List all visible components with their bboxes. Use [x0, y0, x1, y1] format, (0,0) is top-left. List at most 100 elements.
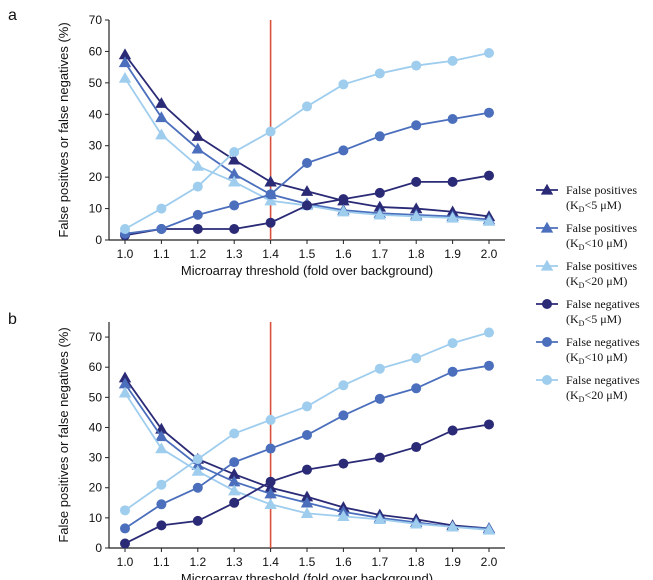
data-point-circle	[374, 131, 385, 142]
panel-label: a	[8, 7, 17, 24]
data-point-circle	[156, 520, 167, 531]
data-point-circle	[192, 181, 203, 192]
legend-item: False positives(KD<20 μM)	[536, 259, 637, 290]
x-tick-label: 1.2	[189, 247, 206, 261]
legend-sublabel-subscript: D	[579, 395, 585, 404]
series-line	[124, 61, 490, 221]
data-point-circle	[120, 538, 130, 549]
data-point-circle	[484, 107, 494, 118]
data-point-circle	[156, 499, 167, 510]
data-point-circle	[120, 505, 130, 516]
series-false-positives-mid	[118, 56, 496, 225]
data-point-triangle	[264, 175, 277, 187]
x-axis-label: Microarray threshold (fold over backgrou…	[181, 571, 433, 580]
data-point-circle	[229, 147, 240, 157]
legend-label: False negatives	[566, 373, 640, 387]
data-point-triangle	[264, 481, 277, 493]
x-tick-label: 1.3	[226, 555, 243, 569]
y-tick-label: 70	[89, 13, 103, 27]
legend-sublabel-subscript: D	[579, 357, 585, 366]
legend-item: False negatives(KD<20 μM)	[536, 373, 640, 404]
x-tick-label: 1.1	[153, 555, 170, 569]
data-point-circle	[338, 145, 349, 156]
data-point-circle	[229, 428, 240, 439]
data-point-circle	[156, 224, 167, 234]
data-point-circle	[192, 209, 203, 220]
x-tick-label: 1.6	[335, 555, 352, 569]
x-tick-label: 1.4	[262, 555, 279, 569]
series-false-negatives-dark	[120, 419, 494, 549]
legend-sublabel: (KD<10 μM)	[566, 236, 627, 252]
data-point-circle	[192, 515, 203, 526]
data-point-circle	[156, 479, 167, 490]
x-tick-label: 1.0	[117, 555, 134, 569]
data-point-circle	[411, 442, 422, 453]
legend-sublabel-suffix: <10 μM)	[584, 236, 627, 250]
data-point-circle	[484, 48, 494, 58]
legend-item: False negatives(KD<10 μM)	[536, 335, 640, 366]
legend-sublabel-suffix: <5 μM)	[584, 198, 621, 212]
x-tick-label: 1.1	[153, 247, 170, 261]
series-false-negatives-light	[120, 327, 494, 516]
data-point-circle	[374, 452, 385, 463]
panel-label: b	[8, 311, 17, 328]
data-point-circle	[484, 360, 494, 371]
y-tick-label: 30	[89, 451, 103, 465]
data-point-triangle	[300, 185, 314, 196]
data-point-triangle	[264, 194, 277, 206]
x-tick-label: 1.8	[408, 247, 425, 261]
data-point-circle	[265, 217, 276, 228]
data-point-triangle	[410, 202, 423, 214]
data-point-triangle	[410, 517, 423, 529]
x-tick-label: 1.6	[335, 247, 352, 261]
data-point-triangle	[373, 208, 386, 220]
data-point-circle	[411, 60, 422, 71]
legend-sublabel-suffix: <20 μM)	[584, 388, 627, 402]
chart-panels: a 0 10 20 30 40 50 60 70 1.0 1.1 1.2 1.3 1.4 1.5 1.6 1.7…	[8, 7, 505, 580]
series-false-positives-dark	[118, 48, 496, 222]
x-tick-label: 1.7	[371, 247, 388, 261]
data-point-circle	[411, 353, 422, 364]
legend-sublabel-prefix: (K	[566, 236, 579, 250]
legend-label: False negatives	[566, 335, 640, 349]
data-point-triangle	[373, 200, 386, 212]
data-point-circle	[447, 114, 458, 124]
data-point-triangle	[118, 386, 132, 398]
data-point-circle	[447, 176, 458, 187]
x-tick-label: 1.8	[408, 555, 425, 569]
x-tick-label: 1.9	[444, 555, 461, 569]
data-point-circle	[302, 401, 312, 412]
data-point-triangle	[300, 490, 314, 502]
legend-sublabel: (KD<5 μM)	[566, 198, 621, 214]
y-tick-label: 30	[89, 139, 103, 153]
data-point-circle	[192, 224, 203, 234]
legend-sublabel-prefix: (K	[566, 350, 579, 364]
legend-item: False negatives(KD<5 μM)	[536, 297, 640, 328]
data-point-circle	[447, 425, 458, 436]
series-false-negatives-dark	[120, 170, 494, 241]
legend-label: False negatives	[566, 297, 640, 311]
data-point-circle	[411, 120, 422, 131]
data-point-triangle	[228, 467, 241, 479]
data-point-triangle	[446, 211, 459, 223]
legend-sublabel-suffix: <20 μM)	[584, 274, 627, 288]
x-tick-label: 1.9	[444, 247, 461, 261]
data-point-circle	[484, 170, 494, 181]
legend-circle-marker	[542, 375, 552, 385]
x-tick-label: 2.0	[481, 555, 498, 569]
data-point-circle	[374, 363, 385, 374]
data-point-triangle	[446, 520, 459, 532]
data-point-circle	[338, 458, 349, 469]
data-point-triangle	[191, 458, 204, 470]
data-point-triangle	[264, 487, 277, 499]
data-point-triangle	[118, 71, 132, 83]
y-tick-label: 20	[89, 170, 103, 184]
data-point-triangle	[155, 430, 168, 442]
series-false-negatives-mid	[120, 107, 494, 239]
data-point-triangle	[228, 484, 241, 496]
y-tick-label: 10	[89, 202, 103, 216]
legend-sublabel-suffix: <5 μM)	[584, 312, 621, 326]
data-point-circle	[374, 187, 385, 198]
legend-sublabel-subscript: D	[579, 243, 585, 252]
chart-panel-a: a 0 10 20 30 40 50 60 70 1.0 1.1 1.2 1.3 1.4 1.5 1.6 1.7…	[8, 7, 505, 278]
